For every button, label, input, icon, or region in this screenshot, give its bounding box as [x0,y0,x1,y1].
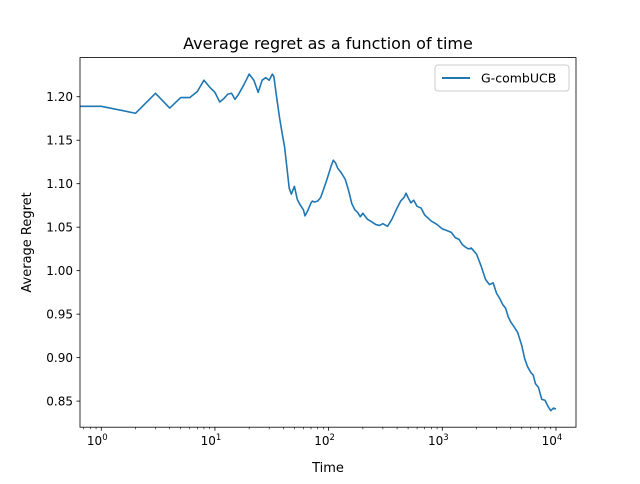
x-tick-exponent: 0 [102,433,107,443]
y-tick-label: 0.95 [46,307,73,321]
series-layer [80,73,557,412]
y-axis-label: Average Regret [20,192,35,292]
chart-title: Average regret as a function of time [183,34,473,53]
y-tick-label: 0.90 [46,351,73,365]
y-tick-label: 1.20 [46,90,73,104]
x-tick-exponent: 3 [443,433,448,443]
plot-frame [79,57,577,428]
y-axis-ticks: 0.85 0.90 0.95 1.00 1.05 1.10 1.15 1.20 [46,90,80,408]
y-tick-label: 0.85 [46,394,73,408]
x-axis-label: Time [311,461,344,476]
legend-label: G-combUCB [481,71,556,86]
x-tick-exponent: 2 [330,433,335,443]
series-line [80,73,557,412]
plot-area [80,57,576,428]
y-tick-label: 1.10 [46,177,73,191]
legend-box [434,64,570,92]
y-tick-label: 1.15 [46,134,73,148]
legend: G-combUCB [434,64,570,92]
x-tick-exponent: 1 [216,433,221,443]
x-tick-exponent: 4 [557,433,562,443]
y-tick-label: 1.05 [46,220,73,234]
y-tick-label: 1.00 [46,264,73,278]
